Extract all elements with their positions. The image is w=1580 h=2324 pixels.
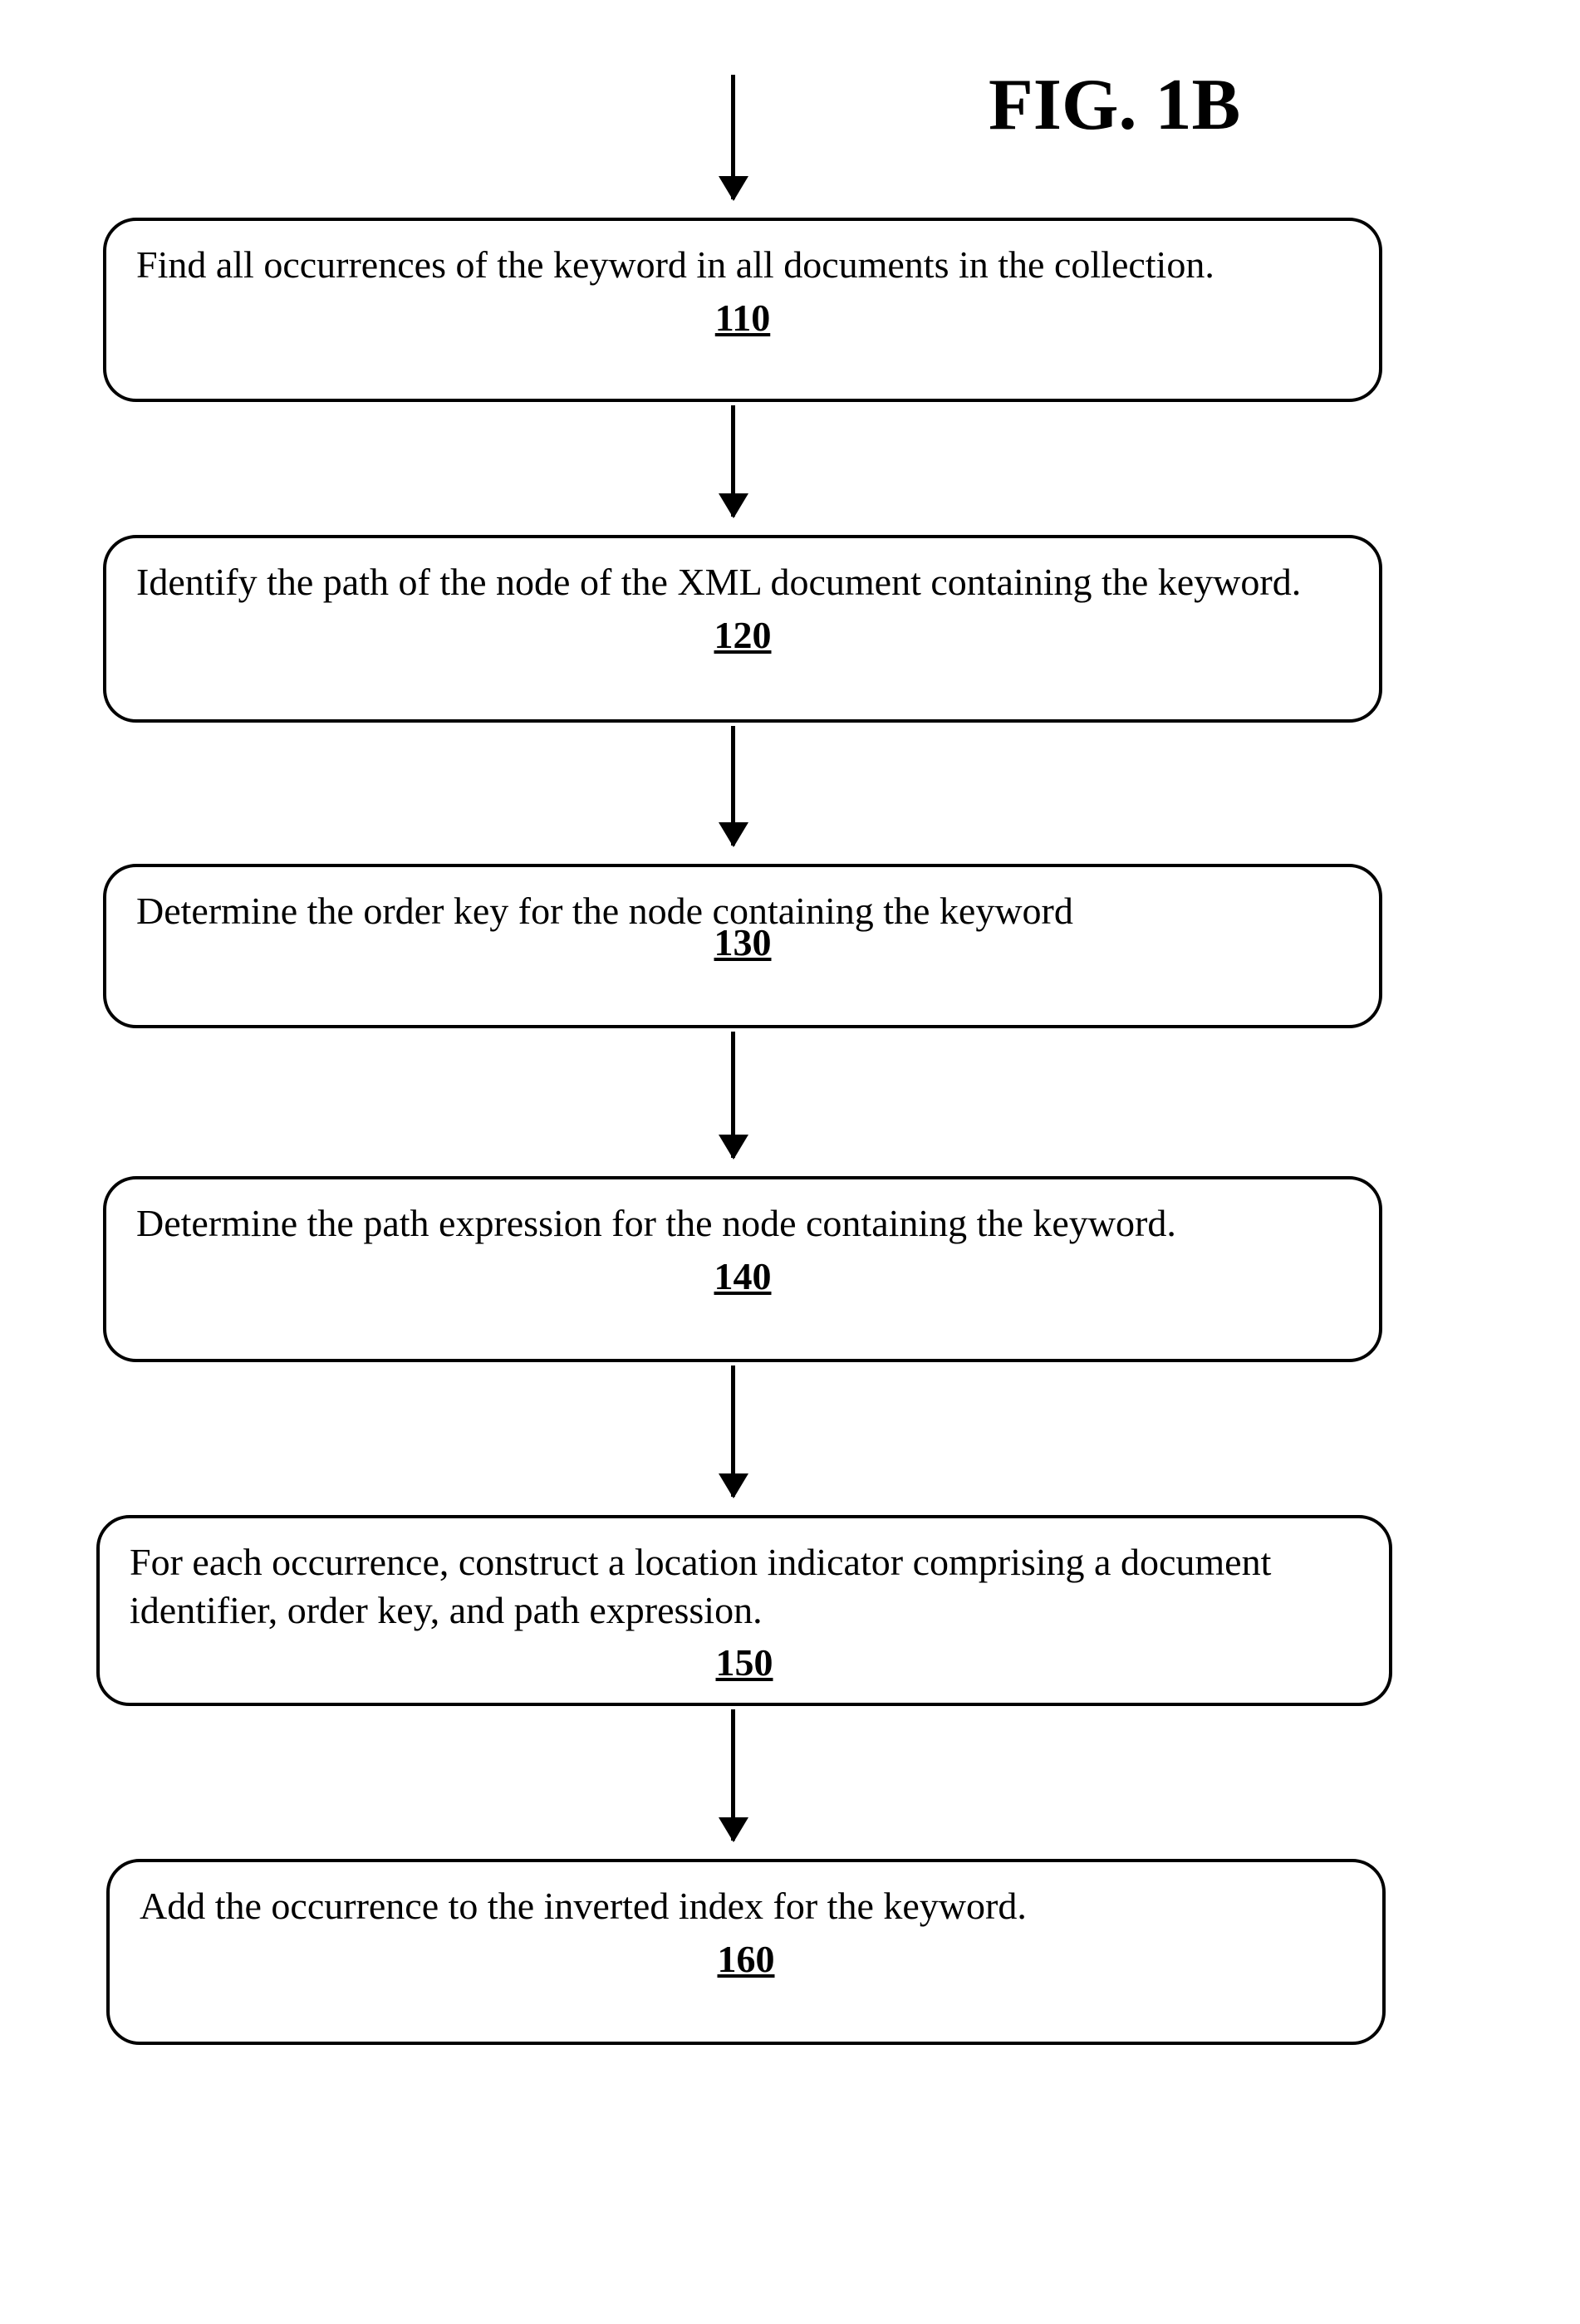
flow-node-text: For each occurrence, construct a locatio… <box>130 1538 1359 1634</box>
flow-node-text: Identify the path of the node of the XML… <box>136 558 1349 606</box>
flow-node-150: For each occurrence, construct a locatio… <box>96 1515 1392 1706</box>
arrow-4 <box>731 1365 735 1497</box>
flowchart-container: Find all occurrences of the keyword in a… <box>0 33 1580 2291</box>
flow-node-text: Add the occurrence to the inverted index… <box>140 1882 1352 1930</box>
flow-node-number: 110 <box>136 296 1349 340</box>
flow-node-number: 140 <box>136 1254 1349 1298</box>
flow-node-number: 160 <box>140 1937 1352 1981</box>
flow-node-number: 120 <box>136 613 1349 657</box>
arrow-3 <box>731 1032 735 1158</box>
arrow-1 <box>731 405 735 517</box>
arrow-2 <box>731 726 735 846</box>
flow-node-130: Determine the order key for the node con… <box>103 864 1382 1028</box>
arrow-0 <box>731 75 735 199</box>
flow-node-text: Find all occurrences of the keyword in a… <box>136 241 1349 289</box>
flow-node-110: Find all occurrences of the keyword in a… <box>103 218 1382 402</box>
flow-node-number: 150 <box>130 1640 1359 1684</box>
flow-node-120: Identify the path of the node of the XML… <box>103 535 1382 723</box>
flow-node-160: Add the occurrence to the inverted index… <box>106 1859 1386 2045</box>
flow-node-140: Determine the path expression for the no… <box>103 1176 1382 1362</box>
flow-node-text: Determine the path expression for the no… <box>136 1199 1349 1248</box>
arrow-5 <box>731 1709 735 1841</box>
